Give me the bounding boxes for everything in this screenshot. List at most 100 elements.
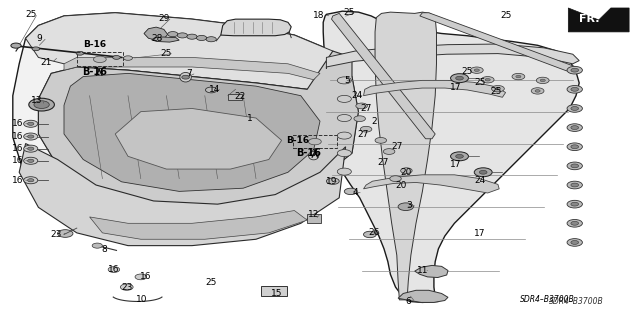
Text: 24: 24 — [474, 176, 486, 185]
Text: 19: 19 — [326, 177, 337, 186]
Polygon shape — [323, 11, 579, 302]
Circle shape — [124, 56, 132, 60]
Text: 9: 9 — [37, 34, 42, 43]
Circle shape — [29, 98, 54, 111]
Text: 29: 29 — [159, 14, 170, 23]
Polygon shape — [398, 290, 448, 302]
Circle shape — [571, 87, 579, 91]
Circle shape — [326, 178, 339, 184]
Circle shape — [337, 95, 351, 102]
Polygon shape — [332, 13, 435, 139]
Polygon shape — [152, 37, 179, 42]
Circle shape — [120, 284, 133, 290]
Text: 27: 27 — [377, 158, 388, 167]
Text: SDR4–B3700B: SDR4–B3700B — [520, 295, 575, 304]
Text: 10: 10 — [136, 295, 148, 304]
Text: B-16: B-16 — [286, 137, 309, 145]
Circle shape — [24, 145, 38, 152]
Text: 8: 8 — [102, 245, 107, 254]
Circle shape — [390, 176, 401, 182]
Circle shape — [360, 126, 372, 132]
Polygon shape — [26, 13, 352, 89]
Circle shape — [470, 67, 483, 73]
Text: 25: 25 — [25, 10, 36, 19]
Text: 26: 26 — [369, 228, 380, 237]
Circle shape — [177, 33, 188, 38]
Text: 15: 15 — [271, 289, 283, 298]
Text: 25: 25 — [161, 49, 172, 58]
Circle shape — [540, 79, 545, 82]
Circle shape — [24, 177, 38, 184]
Text: 16: 16 — [12, 144, 24, 153]
Circle shape — [536, 77, 549, 84]
Polygon shape — [420, 13, 576, 71]
Circle shape — [24, 157, 38, 164]
Circle shape — [535, 90, 540, 92]
Text: 16: 16 — [108, 265, 120, 274]
Ellipse shape — [308, 152, 319, 160]
Text: B-16: B-16 — [82, 67, 107, 77]
Polygon shape — [144, 27, 168, 40]
Circle shape — [567, 239, 582, 246]
Text: 24: 24 — [351, 91, 363, 100]
Circle shape — [571, 107, 579, 110]
Circle shape — [108, 267, 120, 272]
Circle shape — [76, 51, 84, 55]
Circle shape — [28, 179, 34, 182]
Text: 12: 12 — [308, 210, 319, 219]
Polygon shape — [90, 211, 307, 239]
Text: 28: 28 — [151, 34, 163, 43]
Circle shape — [92, 243, 102, 248]
Text: 20: 20 — [395, 181, 406, 189]
Circle shape — [479, 170, 487, 174]
Text: 25: 25 — [205, 278, 217, 287]
Circle shape — [571, 145, 579, 149]
Text: 25: 25 — [343, 8, 355, 17]
Text: 16: 16 — [140, 272, 152, 281]
Circle shape — [571, 68, 579, 72]
Text: 16: 16 — [12, 156, 24, 165]
Circle shape — [567, 181, 582, 189]
Circle shape — [364, 231, 376, 238]
Circle shape — [474, 168, 492, 177]
Circle shape — [571, 202, 579, 206]
Circle shape — [492, 85, 504, 92]
Circle shape — [456, 154, 463, 158]
Text: 18: 18 — [313, 11, 324, 20]
Text: 4: 4 — [353, 189, 358, 197]
Circle shape — [531, 88, 544, 94]
Text: 5: 5 — [345, 76, 350, 85]
Polygon shape — [415, 265, 448, 278]
Polygon shape — [38, 67, 358, 207]
Polygon shape — [19, 144, 346, 246]
Circle shape — [308, 138, 321, 145]
Polygon shape — [364, 80, 506, 97]
Circle shape — [28, 135, 34, 138]
Text: 16: 16 — [12, 132, 24, 141]
Text: 25: 25 — [461, 67, 473, 76]
Polygon shape — [364, 175, 499, 193]
Circle shape — [451, 74, 468, 83]
Circle shape — [571, 183, 579, 187]
Polygon shape — [326, 44, 579, 69]
Circle shape — [32, 47, 40, 51]
Circle shape — [11, 43, 21, 48]
Polygon shape — [13, 13, 358, 242]
Circle shape — [481, 77, 494, 83]
Text: B-16: B-16 — [296, 148, 321, 158]
Circle shape — [337, 150, 351, 157]
Circle shape — [567, 85, 582, 93]
Circle shape — [512, 73, 525, 80]
Text: 6: 6 — [406, 297, 411, 306]
Circle shape — [567, 219, 582, 227]
Text: 2: 2 — [372, 117, 377, 126]
Text: 25: 25 — [500, 11, 511, 20]
Circle shape — [337, 132, 351, 139]
Circle shape — [451, 152, 468, 161]
Circle shape — [135, 274, 147, 280]
Circle shape — [187, 34, 197, 39]
Circle shape — [571, 126, 579, 130]
Text: 23: 23 — [51, 230, 62, 239]
Text: 1: 1 — [247, 114, 252, 122]
Circle shape — [93, 56, 106, 63]
